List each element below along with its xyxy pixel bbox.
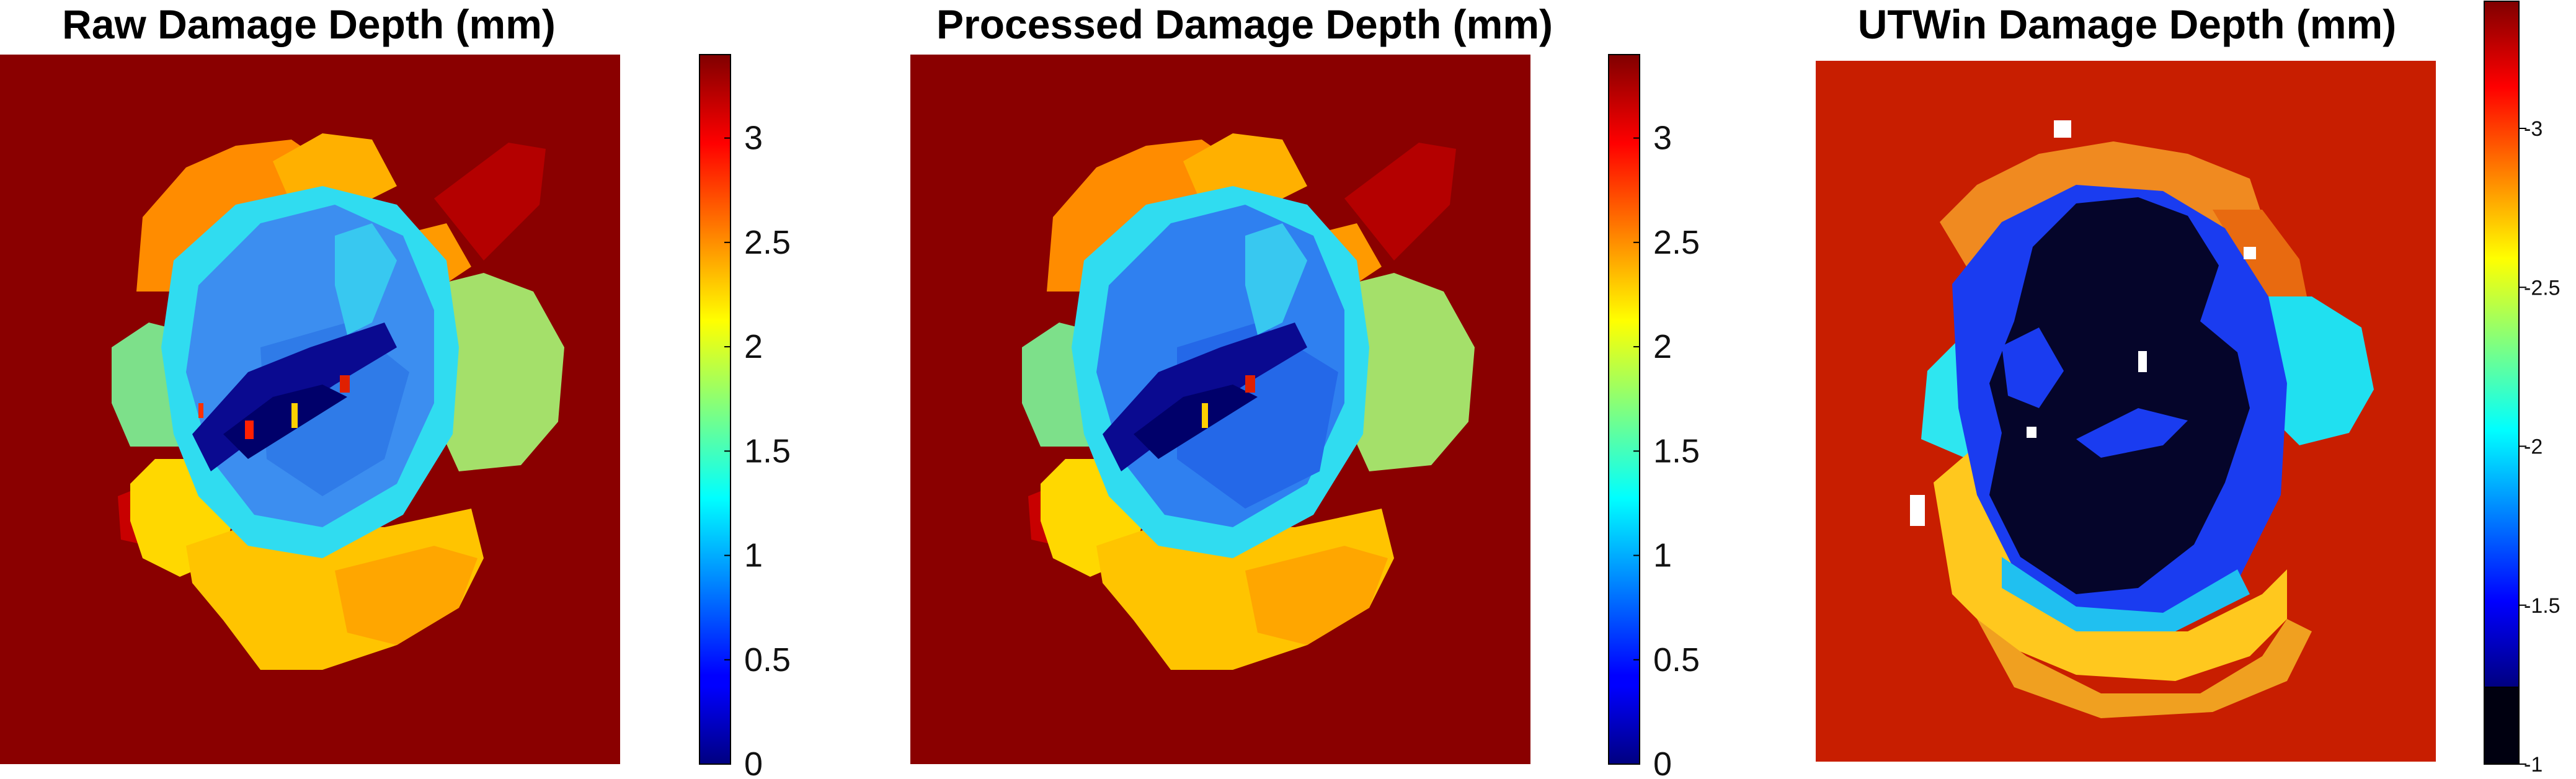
- region-inner-streak: [1245, 223, 1307, 335]
- region-orange-bottom: [1977, 619, 2312, 718]
- colorbar-gradient: [699, 54, 731, 765]
- colorbar-tick-label: -2: [2524, 435, 2543, 459]
- colorbar-tick-label: -2.5: [2524, 276, 2560, 300]
- region-black-core: [1989, 197, 2250, 594]
- colorbar-tick-label: 2.5: [1653, 224, 1700, 261]
- colorbar-gradient: [1608, 54, 1640, 765]
- region-red-fleck: [245, 421, 254, 439]
- colorbar-tick-label: 3: [744, 120, 763, 157]
- region-right-lobe: [428, 273, 564, 471]
- region-white-speck: [2054, 120, 2071, 138]
- colorbar-tick-label: -1.5: [2524, 594, 2560, 618]
- region-red-fin: [1344, 143, 1456, 260]
- colorbar-tick-label: 3: [1653, 120, 1672, 157]
- region-inner-streak: [335, 223, 397, 335]
- colorbar-tick-label: 0.5: [1653, 641, 1700, 679]
- colorbar-tick-label: 1.5: [1653, 432, 1700, 470]
- region-red-fleck: [1245, 375, 1255, 393]
- region-dark-streak-core: [223, 385, 347, 459]
- heatmap-raw: [0, 55, 620, 764]
- colorbar-tick-label: -1: [2524, 753, 2543, 777]
- title-utwin: UTWin Damage Depth (mm): [1858, 1, 2396, 47]
- heatmap-utwin: [1816, 61, 2436, 762]
- region-blue-band-inner: [2076, 408, 2188, 458]
- region-dark-streak-core: [1134, 385, 1258, 459]
- title-raw: Raw Damage Depth (mm): [62, 1, 556, 47]
- panel-utwin-damage-depth: UTWin Damage Depth (mm): [1816, 1, 2560, 777]
- colorbar-tick-label: 2.5: [744, 224, 791, 261]
- region-cyan-band: [2002, 557, 2250, 631]
- colorbar-black-band: [2484, 687, 2520, 765]
- colorbar-tick-label: 1: [1653, 537, 1672, 574]
- colorbar-ticks: 0 0.5 1 1.5 2 2.5 3: [1633, 120, 1700, 779]
- heatmap-processed: [910, 55, 1530, 764]
- region-yellow-fleck: [291, 403, 298, 428]
- panel-raw-damage-depth: Raw Damage Depth (mm): [0, 1, 791, 779]
- colorbar-tick-label: 2: [1653, 328, 1672, 365]
- colorbar-tick-label: 0: [744, 746, 763, 779]
- colorbar-tick-label: 0.5: [744, 641, 791, 679]
- colorbar-tick-label: 0: [1653, 746, 1672, 779]
- colorbar-utwin: -1 -1.5 -2 -2.5 -3: [2484, 1, 2560, 777]
- region-cyan-lobe-right: [2262, 296, 2374, 445]
- region-white-speck: [2027, 427, 2036, 438]
- title-processed: Processed Damage Depth (mm): [936, 1, 1553, 47]
- region-white-speck: [1910, 495, 1925, 526]
- region-right-lobe: [1338, 273, 1475, 471]
- panel-processed-damage-depth: Processed Damage Depth (mm) 00.511.522.: [910, 1, 1700, 779]
- region-red-fin: [434, 143, 546, 260]
- region-blue-band-inner: [2002, 327, 2064, 408]
- region-white-speck: [2138, 351, 2147, 372]
- colorbar-processed: 0 0.5 1 1.5 2 2.5 3: [1608, 54, 1700, 779]
- region-bottom-lobe-orange: [1245, 546, 1388, 645]
- region-bottom-lobe-orange: [335, 546, 477, 645]
- region-yellow-edge: [1934, 445, 2287, 681]
- region-red-fleck: [198, 403, 203, 418]
- colorbar-tick-label: 1.5: [744, 432, 791, 470]
- colorbar-gradient: [2484, 1, 2520, 688]
- colorbar-tick-label: 1: [744, 537, 763, 574]
- region-white-speck: [2244, 247, 2256, 259]
- colorbar-ticks: 0 0.5 1 1.5 2 2.5 3: [724, 120, 791, 779]
- region-yellow-fleck: [1202, 403, 1208, 428]
- colorbar-tick-label: -3: [2524, 117, 2543, 141]
- colorbar-raw: 0 0.5 1 1.5 2 2.5 3: [699, 54, 791, 779]
- colorbar-ticks: -1 -1.5 -2 -2.5 -3: [2519, 117, 2560, 777]
- colorbar-tick-label: 2: [744, 328, 763, 365]
- region-red-fleck: [340, 375, 350, 393]
